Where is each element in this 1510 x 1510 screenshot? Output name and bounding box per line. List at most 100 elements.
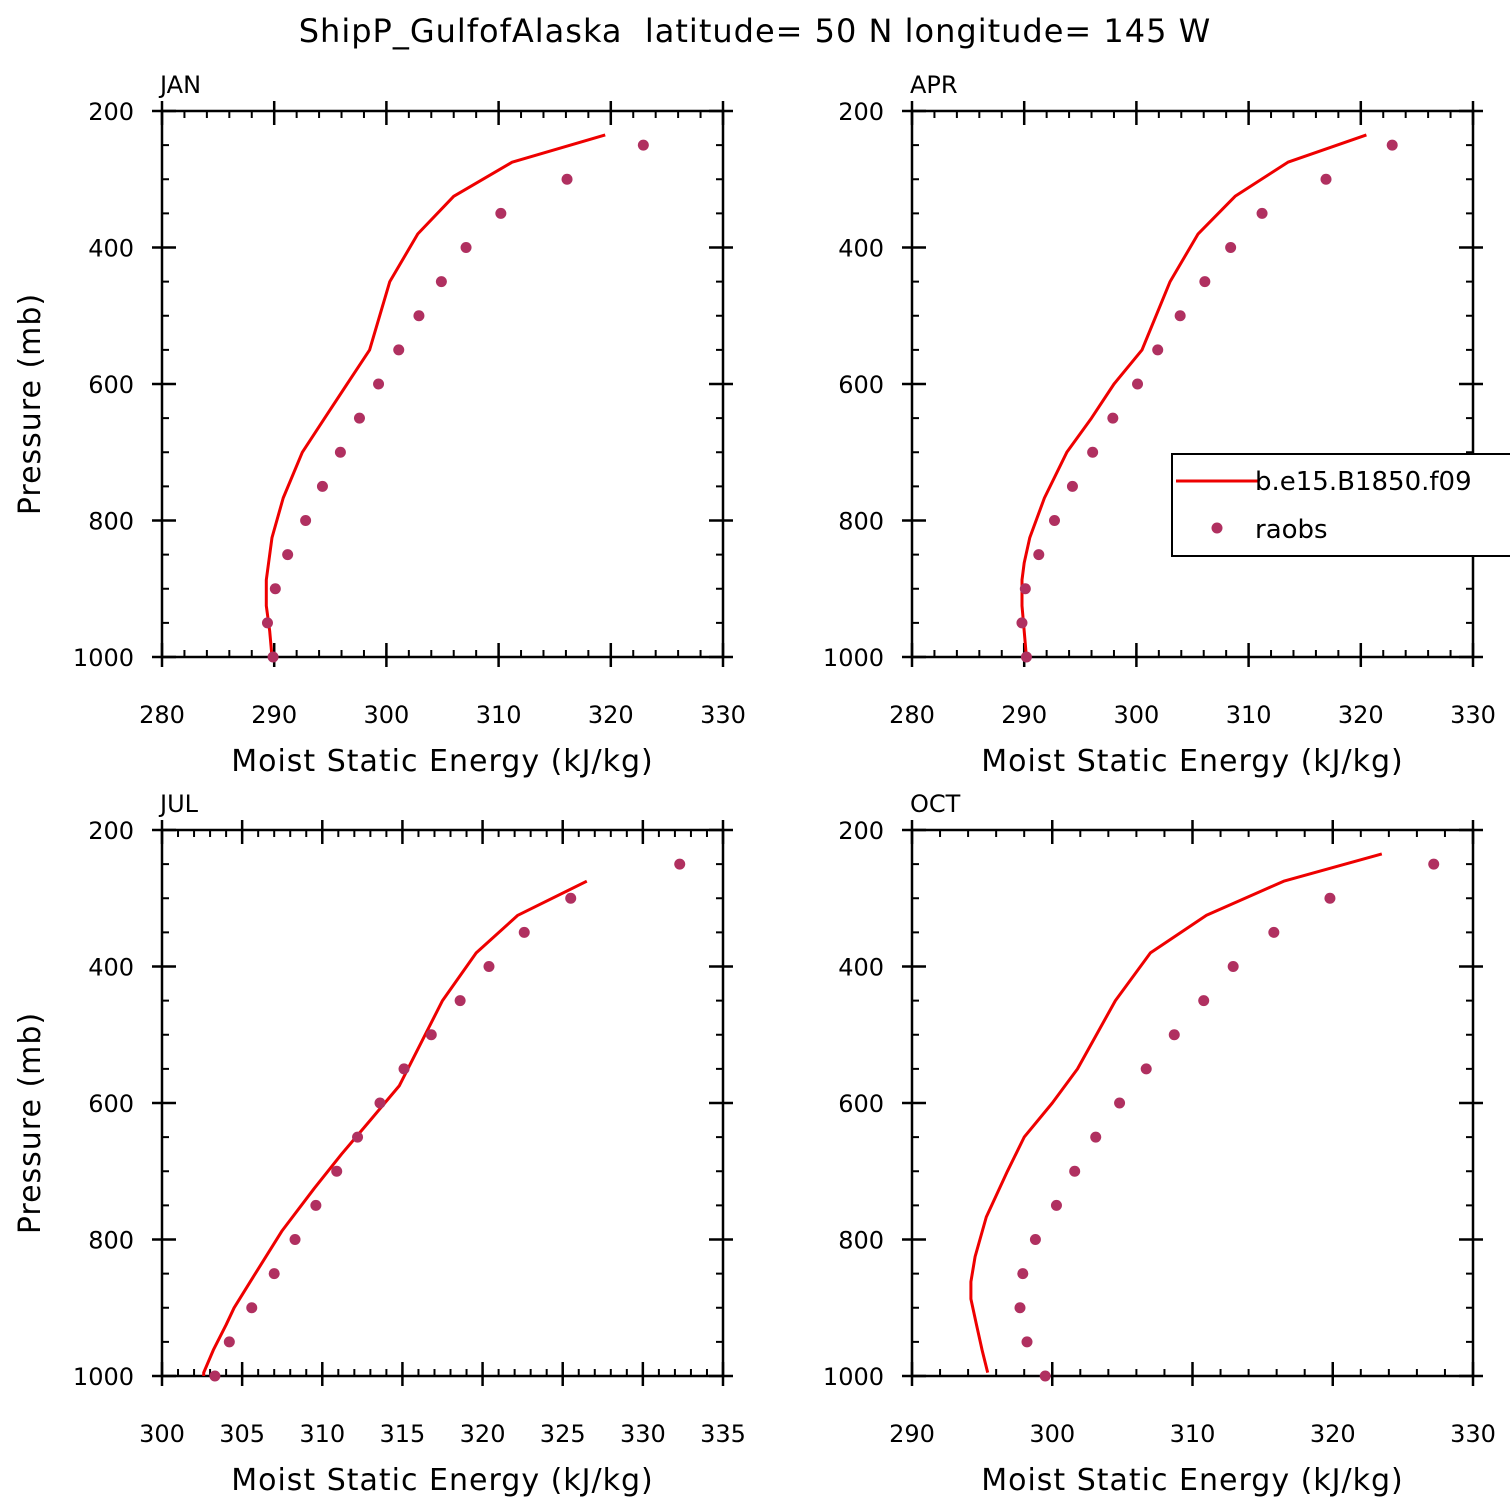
- x-axis-title: Moist Static Energy (kJ/kg): [981, 1463, 1404, 1498]
- raobs-point: [1090, 1131, 1102, 1143]
- raobs-point: [1016, 617, 1028, 629]
- raobs-point: [495, 207, 507, 219]
- raobs-point: [209, 1370, 221, 1382]
- raobs-point: [1014, 1302, 1026, 1314]
- model-series-line: [1020, 133, 1367, 657]
- x-tick-label: 310: [1226, 701, 1272, 729]
- plot-frame: [910, 109, 1475, 659]
- raobs-point: [269, 583, 281, 595]
- x-tick-label: 330: [700, 701, 746, 729]
- raobs-point: [1066, 480, 1078, 492]
- raobs-point: [1048, 515, 1060, 526]
- raobs-point: [1320, 173, 1332, 185]
- y-tick-label: 1000: [73, 644, 134, 672]
- x-tick-label: 300: [363, 701, 409, 729]
- y-tick-label: 1000: [823, 1363, 884, 1391]
- x-tick-label: 300: [1113, 701, 1159, 729]
- panel-oct: 290 300 310 320 330 200 400 600 800 1000 OCT Moist …: [823, 790, 1496, 1498]
- x-tick-label: 300: [1029, 1420, 1075, 1448]
- y-axis-title: Pressure (mb): [13, 293, 48, 515]
- raobs-point: [1225, 242, 1237, 253]
- x-tick-label: 290: [1001, 701, 1047, 729]
- x-tick-label: 305: [219, 1420, 265, 1448]
- model-series-line: [969, 852, 1383, 1373]
- raobs-point: [460, 242, 472, 253]
- raobs-point: [1019, 583, 1031, 595]
- raobs-point: [1029, 1234, 1041, 1245]
- y-tick-label: 400: [838, 235, 884, 263]
- x-tick-label: 310: [1170, 1420, 1216, 1448]
- raobs-point: [674, 858, 686, 870]
- panel-label: APR: [910, 71, 958, 99]
- x-tick-label: 320: [1338, 701, 1384, 729]
- raobs-point: [1021, 1336, 1033, 1348]
- raobs-point: [289, 1234, 301, 1245]
- x-tick-label: 335: [700, 1420, 746, 1448]
- raobs-point: [1268, 926, 1280, 938]
- x-tick-label: 290: [889, 1420, 935, 1448]
- y-axis-title: Pressure (mb): [13, 1012, 48, 1234]
- y-tick-label: 400: [88, 954, 134, 982]
- y-tick-label: 1000: [823, 644, 884, 672]
- y-tick-label: 800: [88, 508, 134, 536]
- plot-frame: [160, 828, 725, 1378]
- raobs-point: [413, 310, 425, 322]
- raobs-point: [282, 549, 294, 561]
- y-tick-label: 200: [88, 817, 134, 845]
- plot-frame: [910, 828, 1475, 1378]
- panel-label: JUL: [158, 790, 199, 818]
- raobs-point: [268, 1268, 280, 1280]
- raobs-point: [1017, 1268, 1029, 1280]
- y-tick-label: 800: [88, 1227, 134, 1255]
- model-series-line: [202, 879, 588, 1376]
- legend-box: [1171, 453, 1510, 557]
- x-tick-label: 315: [380, 1420, 426, 1448]
- raobs-point: [300, 515, 312, 526]
- raobs-point: [334, 446, 346, 458]
- raobs-point: [398, 1063, 410, 1075]
- raobs-point: [1020, 651, 1032, 663]
- panel-jul: 300 305 310 315 320 325 330 335 200 400 600 800 1000…: [13, 790, 746, 1498]
- y-tick-label: 400: [838, 954, 884, 982]
- raobs-point: [223, 1336, 235, 1348]
- raobs-point: [261, 617, 273, 629]
- panel-label: OCT: [910, 790, 961, 818]
- raobs-point: [1069, 1165, 1081, 1177]
- x-tick-label: 320: [1310, 1420, 1356, 1448]
- x-tick-label: 280: [889, 701, 935, 729]
- raobs-point: [1132, 378, 1144, 390]
- raobs-point: [435, 276, 447, 288]
- raobs-point: [331, 1165, 343, 1177]
- raobs-point: [518, 926, 530, 938]
- raobs-point: [1050, 1199, 1062, 1211]
- figure-title: ShipP_GulfofAlaska latitude= 50 N longit…: [298, 12, 1212, 50]
- raobs-point: [1227, 961, 1239, 972]
- x-tick-label: 310: [299, 1420, 345, 1448]
- raobs-point: [1033, 549, 1045, 561]
- x-tick-label: 290: [251, 701, 297, 729]
- raobs-point: [246, 1302, 258, 1314]
- y-tick-label: 1000: [73, 1363, 134, 1391]
- raobs-point: [1140, 1063, 1152, 1075]
- y-tick-label: 200: [838, 817, 884, 845]
- raobs-point: [1152, 344, 1164, 356]
- raobs-point: [352, 1131, 364, 1143]
- x-tick-label: 330: [620, 1420, 666, 1448]
- raobs-point: [1107, 412, 1119, 424]
- model-series-line: [264, 133, 606, 657]
- x-axis-title: Moist Static Energy (kJ/kg): [231, 744, 654, 779]
- raobs-point: [1039, 1370, 1051, 1382]
- raobs-point: [1428, 858, 1440, 870]
- y-tick-label: 600: [838, 371, 884, 399]
- x-tick-label: 330: [1450, 1420, 1496, 1448]
- raobs-point: [393, 344, 405, 356]
- raobs-point: [267, 651, 279, 663]
- y-tick-label: 800: [838, 508, 884, 536]
- x-tick-label: 310: [476, 701, 522, 729]
- legend-label-model: b.e15.B1850.f09: [1255, 467, 1472, 497]
- raobs-point: [1386, 139, 1398, 151]
- raobs-point: [1256, 207, 1268, 219]
- panel-apr: 280 290 300 310 320 330 200 400 600 800 1000 APR Moi…: [823, 71, 1510, 779]
- raobs-point: [373, 378, 385, 390]
